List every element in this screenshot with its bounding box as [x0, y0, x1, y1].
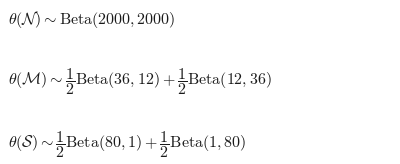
Text: $\theta(\mathcal{M}) \sim \dfrac{1}{2}\mathrm{Beta}(36, 12) + \dfrac{1}{2}\mathr: $\theta(\mathcal{M}) \sim \dfrac{1}{2}\m… [8, 67, 272, 97]
Text: $\theta(\mathcal{S}) \sim \dfrac{1}{2}\mathrm{Beta}(80, 1) + \dfrac{1}{2}\mathrm: $\theta(\mathcal{S}) \sim \dfrac{1}{2}\m… [8, 129, 246, 160]
Text: $\theta(\mathcal{N}) \sim \mathrm{Beta}(2000, 2000)$: $\theta(\mathcal{N}) \sim \mathrm{Beta}(… [8, 9, 176, 30]
